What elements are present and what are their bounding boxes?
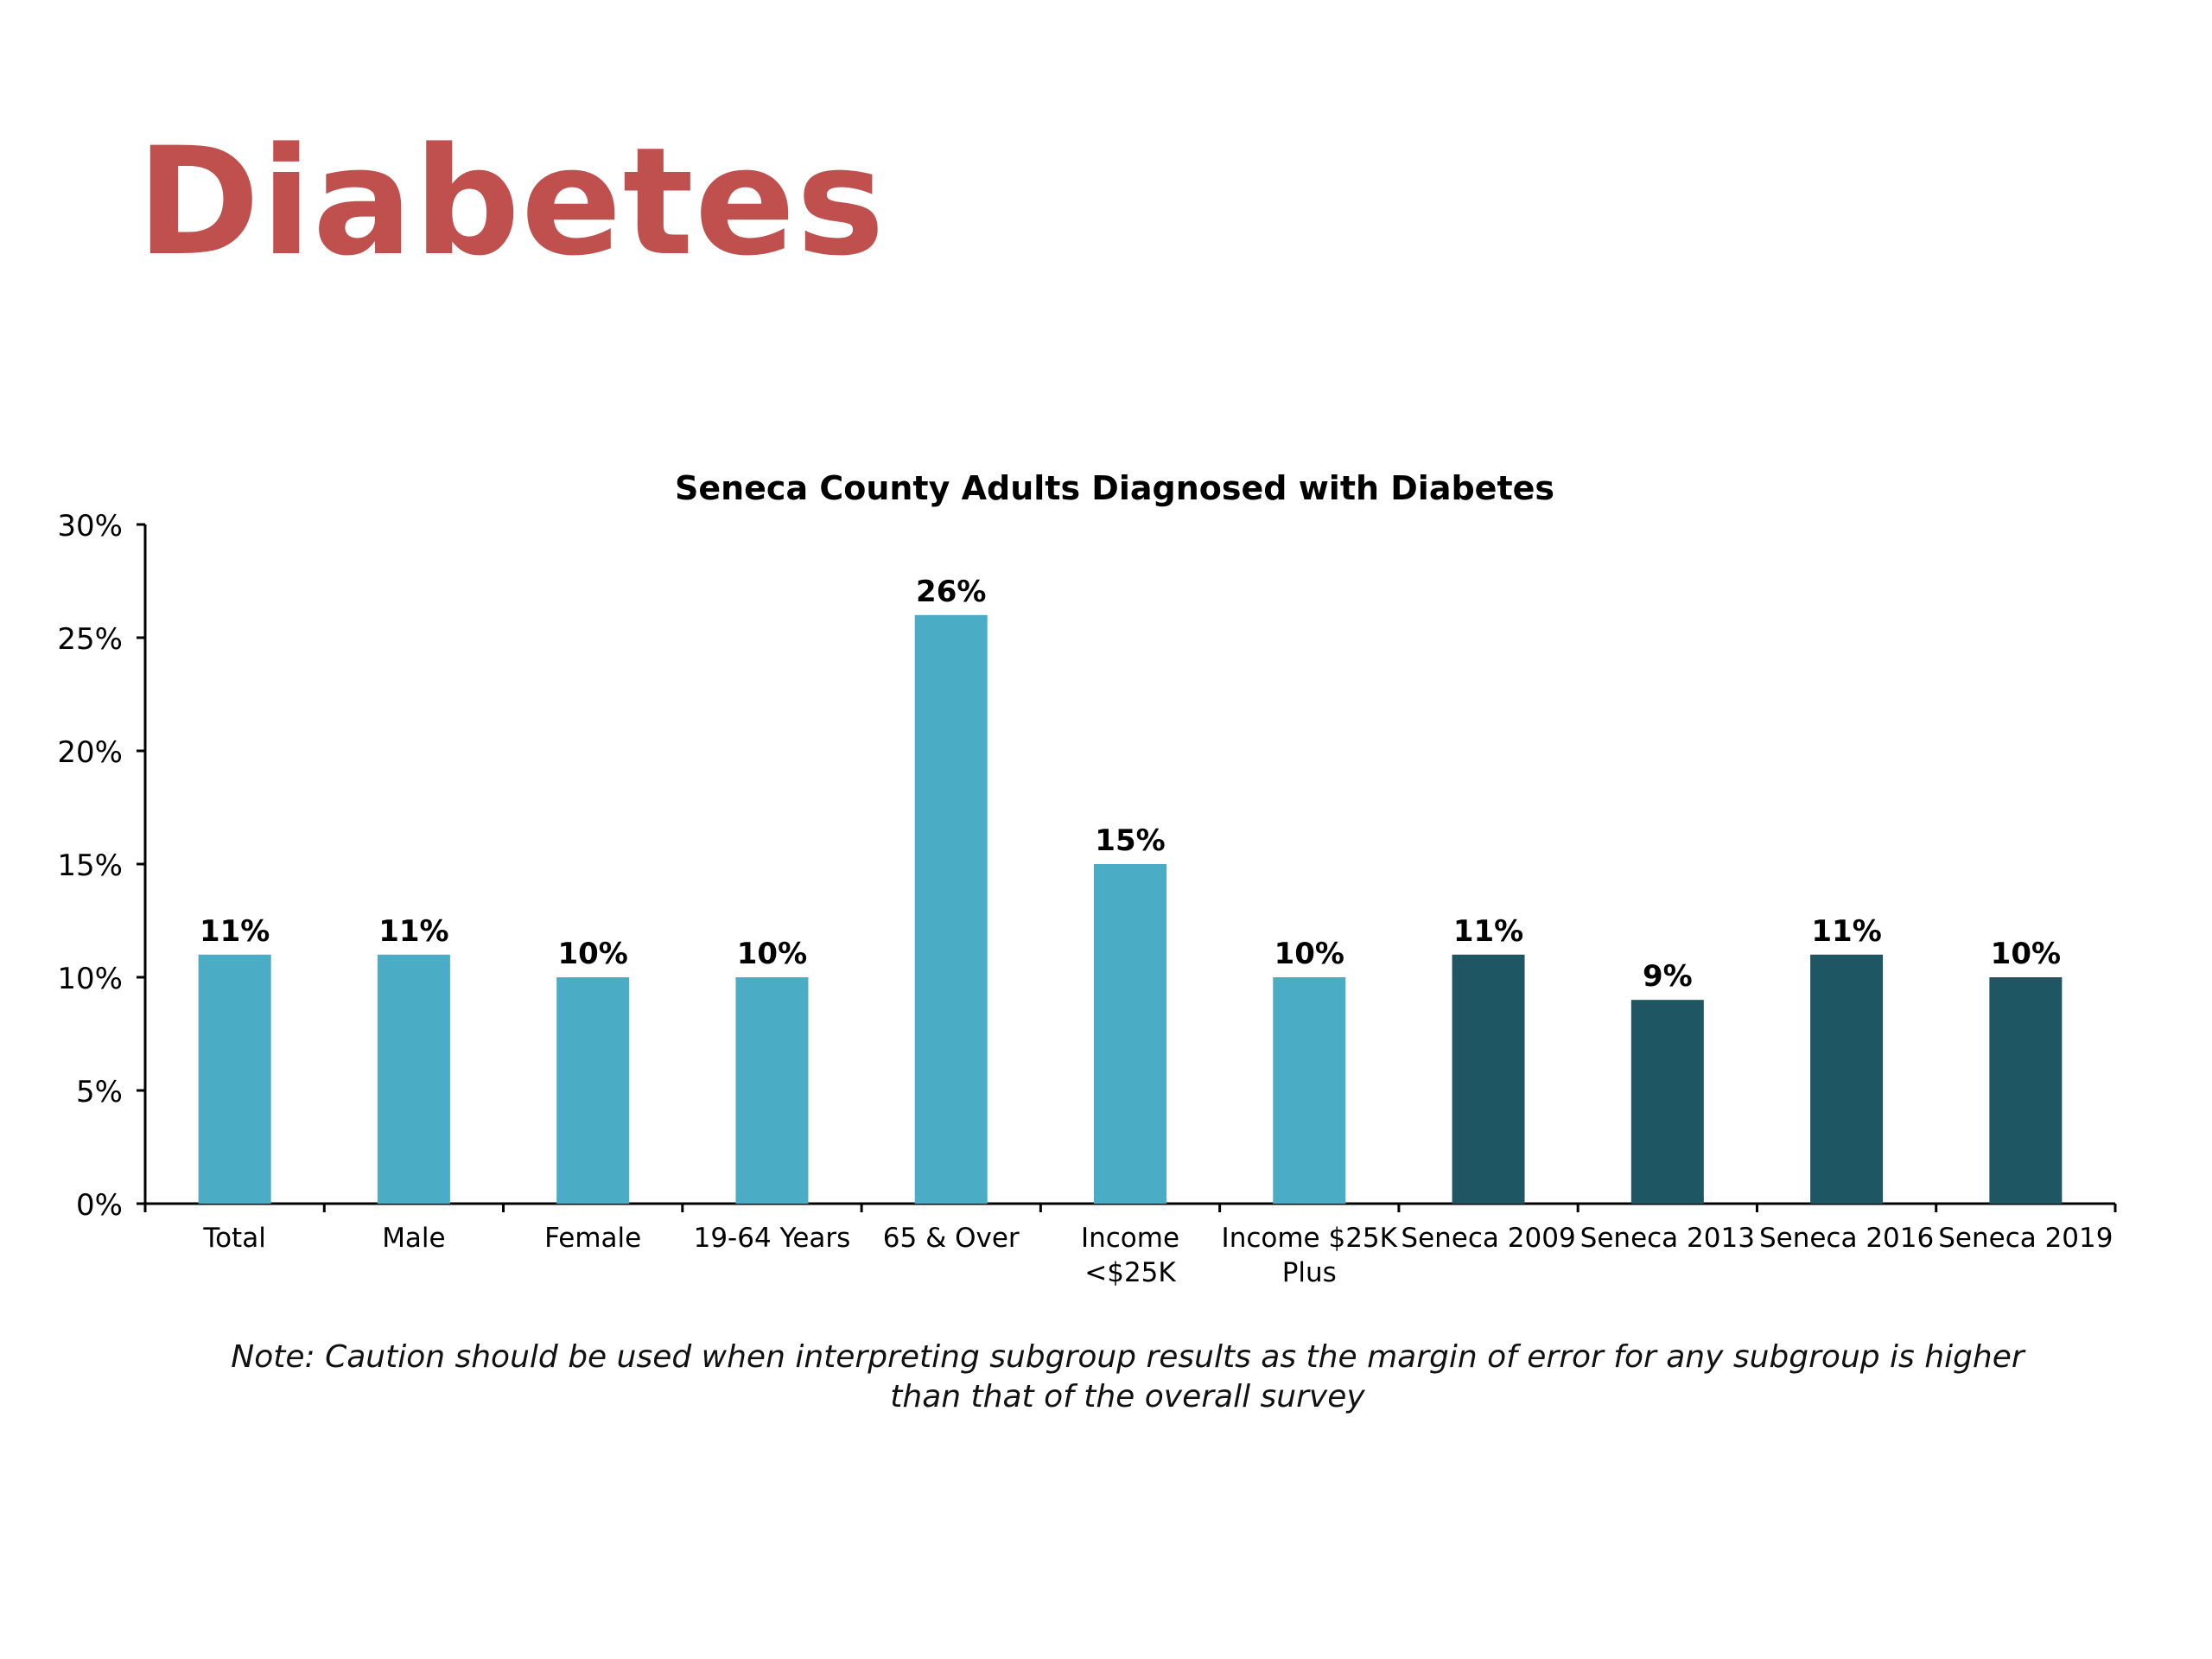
bar [556,977,630,1204]
bar [198,954,271,1204]
data-label: 10% [1274,937,1344,971]
bar [1452,954,1525,1204]
data-label: 10% [557,937,627,971]
bar [1810,954,1884,1204]
bar [377,954,450,1204]
x-tick-label: Female [544,1223,641,1254]
y-tick-label: 25% [57,622,123,657]
bar [1094,864,1166,1204]
x-tick-label: Income <$25K [1081,1223,1179,1288]
data-label: 11% [200,914,270,949]
footnote: Note: Caution should be used when interp… [231,1339,2024,1414]
x-tick-label: Seneca 2019 [1938,1223,2113,1254]
bar [1989,977,2063,1204]
bar [1630,1000,1704,1204]
chart-labels: 11% Total 11% Male 10% Female 10% 19-64 Years 26… [200,575,2113,1288]
x-tick-label: Seneca 2013 [1580,1223,1755,1254]
x-tick-label: 19-64 Years [694,1223,851,1254]
x-tick-label: Income $25K Plus [1222,1223,1398,1288]
chart-axes: 0% 5% 10% 15% 20% 25% 30% [57,509,2117,1223]
slide-title: Diabetes [137,115,886,289]
y-tick-label: 20% [57,735,123,770]
data-label: 10% [737,937,807,971]
x-tick-label: Total [202,1223,265,1254]
y-tick-label: 10% [57,962,123,996]
data-label: 11% [1811,914,1881,949]
x-tick-label: Seneca 2009 [1401,1223,1575,1254]
y-tick-label: 30% [57,509,123,543]
bar [735,977,809,1204]
x-tick-label: Male [382,1223,445,1254]
data-label: 10% [1991,937,2061,971]
x-tick-label: 65 & Over [883,1223,1020,1254]
y-tick-label: 15% [57,849,123,883]
x-tick-label: Seneca 2016 [1759,1223,1934,1254]
bar [914,614,988,1204]
data-label: 26% [916,575,986,609]
y-tick-label: 0% [76,1188,123,1223]
chart-bars [198,614,2063,1204]
bar [1273,977,1346,1204]
data-label: 11% [1453,914,1523,949]
y-tick-label: 5% [76,1075,123,1109]
data-label: 9% [1643,959,1693,994]
data-label: 11% [378,914,448,949]
chart-title: Seneca County Adults Diagnosed with Diab… [675,469,1554,507]
data-label: 15% [1095,823,1165,858]
